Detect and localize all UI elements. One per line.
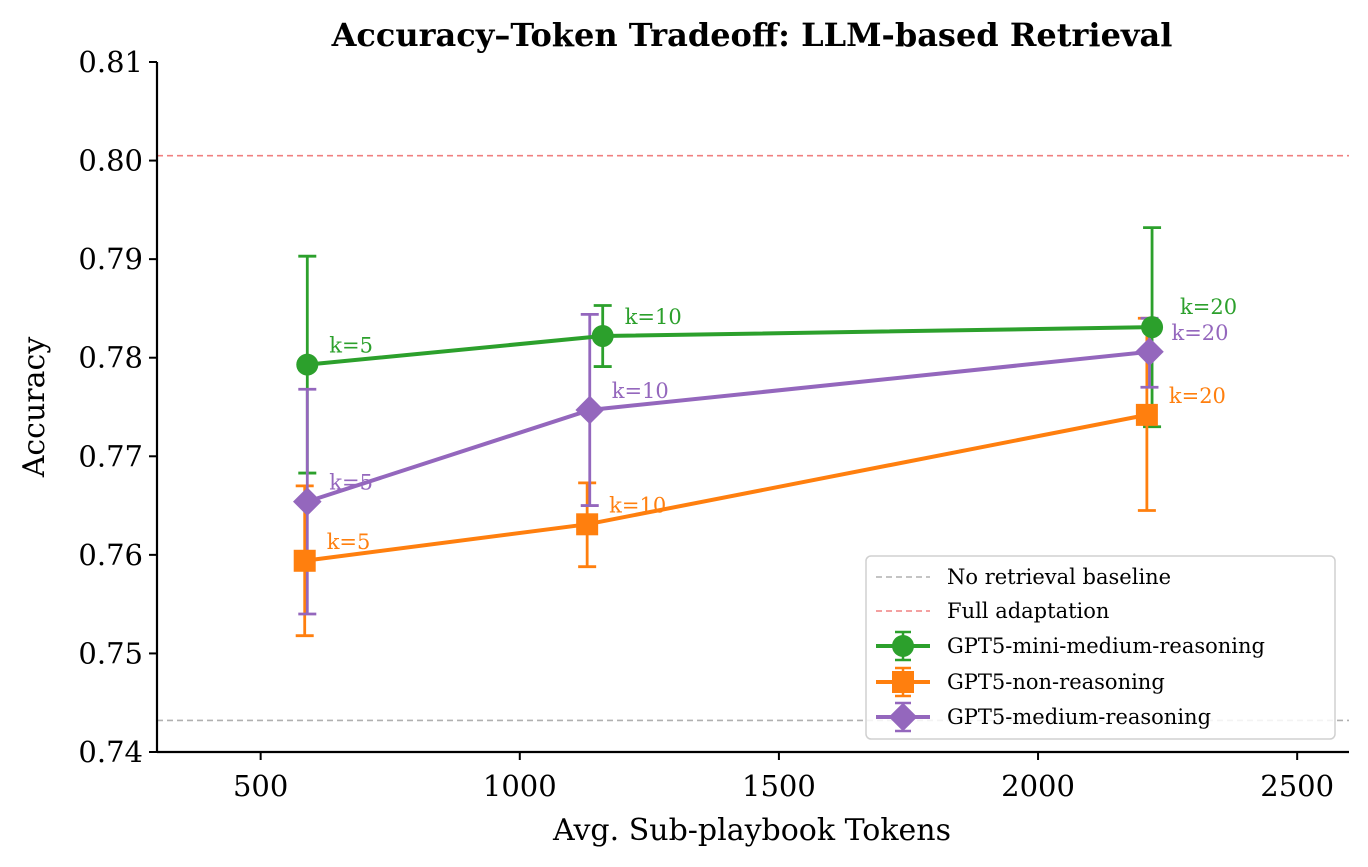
legend-label: No retrieval baseline (947, 565, 1171, 589)
y-axis-label: Accuracy (17, 337, 52, 479)
x-tick-label: 2000 (1001, 769, 1075, 803)
data-point (293, 549, 316, 572)
data-point (1135, 337, 1164, 367)
markers (292, 316, 1164, 572)
data-point (591, 325, 614, 348)
x-tick-label: 1000 (483, 769, 557, 803)
legend-box (865, 555, 1336, 740)
series-lines (304, 325, 1153, 563)
x-tick-label: 2500 (1260, 769, 1334, 803)
point-label: k=5 (329, 471, 373, 495)
data-point (576, 513, 599, 536)
y-tick-label: 0.78 (78, 341, 143, 375)
x-axis-label: Avg. Sub-playbook Tokens (552, 813, 951, 848)
legend-label: GPT5-mini-medium-reasoning (947, 634, 1265, 658)
data-point (1141, 316, 1164, 339)
data-point (296, 353, 319, 376)
series-line (306, 349, 1150, 504)
y-tick-label: 0.81 (78, 45, 143, 79)
point-label: k=10 (625, 305, 682, 329)
chart-title: Accuracy–Token Tradeoff: LLM-based Retri… (331, 16, 1173, 54)
series-line (304, 412, 1148, 563)
y-tick-label: 0.79 (78, 242, 143, 276)
point-label: k=20 (1169, 384, 1226, 408)
y-tick-label: 0.75 (78, 636, 143, 670)
x-ticks: 500 1000 1500 2000 2500 (233, 752, 1334, 803)
legend-swatch-marker (892, 635, 914, 657)
data-point (292, 487, 322, 516)
y-ticks: 0.74 0.75 0.76 0.77 0.78 0.79 0.80 0.81 (78, 45, 157, 769)
y-tick-label: 0.76 (78, 538, 143, 572)
x-tick-label: 500 (233, 769, 288, 803)
legend-swatch-marker (892, 671, 914, 693)
series-line (307, 325, 1153, 367)
point-label: k=5 (327, 530, 371, 554)
data-point (1135, 403, 1158, 426)
point-labels: k=5 k=10 k=20 k=5 k=10 k=20 k=5 k=10 k=20 (327, 295, 1237, 554)
point-label: k=10 (609, 493, 666, 517)
point-label: k=10 (612, 379, 669, 403)
y-tick-label: 0.74 (78, 735, 143, 769)
point-label: k=20 (1171, 321, 1228, 345)
legend-swatch-marker (888, 702, 918, 732)
y-tick-label: 0.77 (78, 439, 143, 473)
x-tick-label: 1500 (742, 769, 816, 803)
axes (155, 62, 1349, 754)
legend-label: GPT5-non-reasoning (947, 670, 1165, 694)
y-tick-label: 0.80 (78, 144, 143, 178)
data-point (575, 395, 605, 425)
point-label: k=20 (1180, 295, 1237, 319)
legend-label: Full adaptation (947, 599, 1109, 623)
legend: No retrieval baseline Full adaptation GPT5… (865, 555, 1336, 740)
point-label: k=5 (329, 334, 373, 358)
legend-label: GPT5-medium-reasoning (947, 705, 1211, 729)
